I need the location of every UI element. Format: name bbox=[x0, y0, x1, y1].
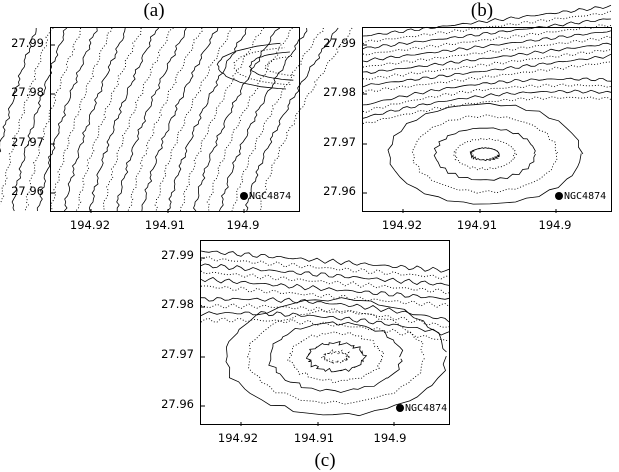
x-tick-label: 194.9 bbox=[226, 218, 260, 232]
contour-line bbox=[75, 27, 142, 212]
panel-title-b: (b) bbox=[470, 0, 494, 21]
x-tick-label: 194.9 bbox=[538, 218, 572, 232]
contour-line bbox=[200, 270, 450, 295]
galaxy-marker bbox=[396, 404, 404, 412]
contour-line bbox=[63, 27, 126, 212]
contour-line bbox=[362, 4, 612, 37]
contour-map-b bbox=[362, 4, 612, 213]
y-tick-label: 27.97 bbox=[161, 347, 194, 361]
galaxy-marker bbox=[240, 192, 248, 200]
contour-plot-c: NGC4874 bbox=[200, 240, 450, 426]
contour-line bbox=[362, 77, 612, 106]
x-tick-label: 194.91 bbox=[293, 431, 335, 445]
contour-line bbox=[200, 263, 450, 286]
contour-line bbox=[452, 138, 517, 171]
contour-line bbox=[127, 27, 203, 212]
y-tick-label: 27.96 bbox=[161, 397, 194, 411]
contour-line bbox=[200, 277, 450, 300]
contour-line bbox=[320, 349, 351, 365]
contour-line bbox=[233, 47, 291, 86]
contour-line bbox=[362, 53, 612, 88]
y-tick-label: 27.99 bbox=[161, 248, 194, 262]
contour-line bbox=[0, 27, 54, 211]
contour-line bbox=[116, 27, 187, 211]
contour-line bbox=[387, 102, 584, 205]
contour-line bbox=[11, 27, 68, 212]
contour-line bbox=[433, 127, 536, 181]
contour-line bbox=[0, 27, 37, 153]
contour-line bbox=[193, 27, 281, 212]
contour-line bbox=[248, 51, 294, 81]
x-tick-label: 194.9 bbox=[373, 431, 407, 445]
contour-line bbox=[206, 27, 293, 212]
contour-plot-b: NGC4874 bbox=[362, 4, 612, 213]
contour-map-c bbox=[200, 250, 450, 426]
contour-line bbox=[216, 42, 287, 90]
contour-line bbox=[180, 27, 265, 212]
contour-line bbox=[88, 27, 160, 212]
contour-line bbox=[200, 311, 450, 336]
contour-line bbox=[362, 30, 612, 63]
contour-map-a bbox=[0, 27, 353, 213]
contour-line bbox=[362, 18, 612, 50]
y-tick-label: 27.97 bbox=[11, 135, 44, 149]
contour-line bbox=[218, 27, 308, 212]
galaxy-label: NGC4874 bbox=[405, 403, 448, 414]
y-tick-label: 27.96 bbox=[323, 184, 356, 198]
contour-line bbox=[24, 27, 82, 212]
contour-line bbox=[286, 331, 385, 384]
contour-line bbox=[305, 340, 367, 373]
contour-line bbox=[200, 303, 450, 328]
x-tick-label: 194.91 bbox=[456, 218, 498, 232]
x-tick-label: 194.91 bbox=[144, 218, 186, 232]
contour-line bbox=[231, 27, 324, 212]
y-tick-label: 27.99 bbox=[11, 36, 44, 50]
contour-line bbox=[200, 317, 450, 342]
contour-line bbox=[411, 114, 559, 194]
contour-line bbox=[225, 297, 447, 417]
contour-line bbox=[245, 27, 339, 212]
contour-line bbox=[362, 24, 612, 56]
contour-line bbox=[200, 250, 450, 273]
y-tick-label: 27.98 bbox=[323, 85, 356, 99]
x-tick-label: 194.92 bbox=[381, 218, 423, 232]
contour-line bbox=[102, 27, 174, 212]
y-tick-label: 27.96 bbox=[11, 184, 44, 198]
panel-title-a: (a) bbox=[143, 0, 165, 21]
contour-line bbox=[268, 321, 404, 393]
contour-line bbox=[469, 147, 501, 162]
x-tick-label: 194.92 bbox=[217, 431, 259, 445]
contour-line bbox=[36, 27, 98, 212]
galaxy-label: NGC4874 bbox=[564, 191, 607, 202]
contour-line bbox=[154, 27, 233, 212]
contour-line bbox=[264, 55, 295, 77]
contour-line bbox=[362, 61, 612, 94]
y-tick-label: 27.99 bbox=[323, 36, 356, 50]
contour-line bbox=[362, 42, 612, 74]
galaxy-marker bbox=[555, 192, 563, 200]
contour-line bbox=[141, 27, 219, 212]
x-tick-label: 194.92 bbox=[69, 218, 111, 232]
contour-line bbox=[362, 83, 612, 113]
contour-line bbox=[167, 27, 247, 212]
contour-line bbox=[362, 89, 612, 119]
contour-plot-a: NGC4874 bbox=[0, 27, 353, 213]
contour-line bbox=[362, 35, 612, 68]
contour-line bbox=[362, 48, 612, 80]
contour-line bbox=[362, 10, 612, 45]
y-tick-label: 27.98 bbox=[161, 297, 194, 311]
contour-line bbox=[200, 256, 450, 280]
y-tick-label: 27.97 bbox=[323, 135, 356, 149]
galaxy-label: NGC4874 bbox=[249, 191, 292, 202]
y-tick-label: 27.98 bbox=[11, 85, 44, 99]
contour-line bbox=[50, 27, 113, 212]
contour-line bbox=[362, 96, 612, 125]
panel-title-c: (c) bbox=[314, 450, 336, 471]
contour-line bbox=[258, 27, 353, 212]
